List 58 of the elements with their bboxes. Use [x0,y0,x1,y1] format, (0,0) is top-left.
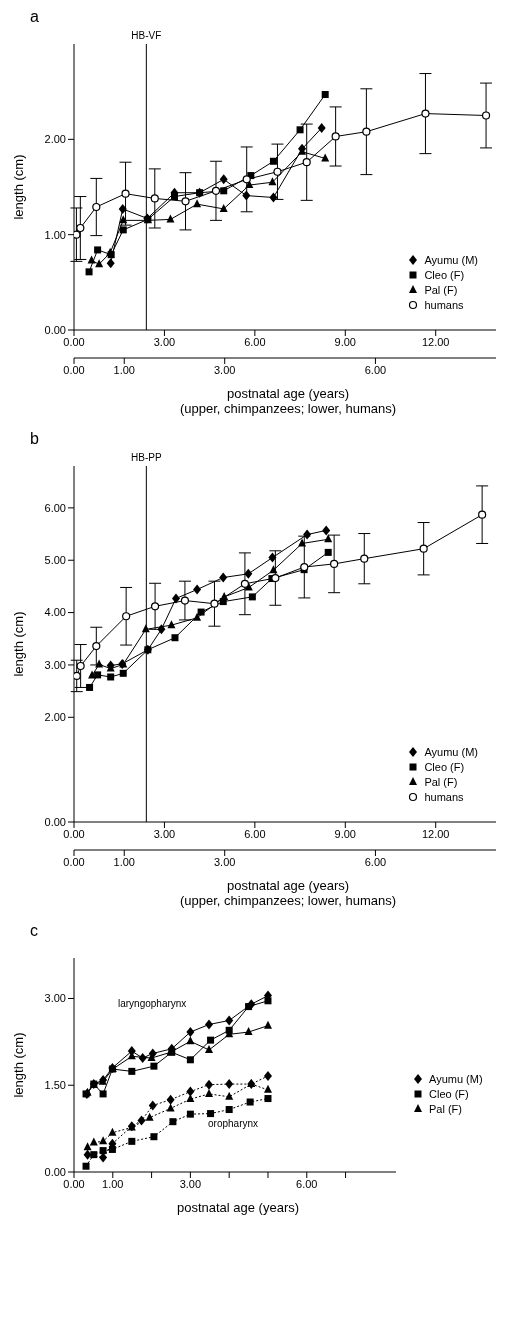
y-tick-label: 2.00 [44,711,66,724]
x2-tick-label: 0.00 [63,855,85,868]
legend-label: humans [424,791,464,803]
y-tick-label: 0.00 [44,323,66,336]
y-axis-title: length (cm) [10,154,26,220]
y-tick-label: 3.00 [44,658,66,671]
x2-tick-label: 3.00 [214,855,236,868]
legend-label: Ayumu (M) [424,254,478,266]
x2-tick-label: 0.00 [63,363,85,376]
legend-label: Ayumu (M) [429,1073,483,1085]
chart-title: a [30,8,40,26]
y-tick-label: 1.50 [44,1079,66,1092]
legend-label: Cleo (F) [424,761,465,773]
x-tick-label: 9.00 [334,335,356,348]
x-tick-label: 0.00 [63,335,85,348]
x-tick-label: 6.00 [244,827,266,840]
x2-tick-label: 6.00 [364,363,387,376]
x-tick-label: 3.00 [153,335,176,348]
x-tick-label: 3.00 [179,1177,202,1190]
chart-title: c [30,922,39,940]
x2-tick-label: 6.00 [364,855,387,868]
y-tick-label: 0.00 [44,815,66,828]
y-axis-title: length (cm) [10,1032,26,1098]
x-tick-label: 3.00 [153,827,176,840]
legend-label: Pal (F) [424,284,458,296]
y-tick-label: 0.00 [44,1165,66,1178]
annotation: laryngopharynx [118,998,187,1009]
y-axis-title: length (cm) [10,611,26,677]
y-tick-label: 2.00 [44,133,66,146]
x2-tick-label: 1.00 [113,363,135,376]
x2-tick-label: 1.00 [113,855,135,868]
x-axis-title: postnatal age (years) (upper, chimpanzees; lower, humans) [178,878,398,908]
x-axis-title: postnatal age (years) [175,1200,301,1215]
ref-line-label: HB-VF [131,30,162,41]
legend-label: humans [424,299,464,311]
x-tick-label: 12.00 [421,827,450,840]
x-axis-title: postnatal age (years) (upper, chimpanzees; lower, humans) [178,386,398,416]
x2-tick-label: 3.00 [214,363,236,376]
legend-label: Pal (F) [424,776,458,788]
annotation: oropharynx [208,1118,259,1129]
legend-label: Cleo (F) [424,269,465,281]
x-tick-label: 6.00 [296,1177,318,1190]
x-tick-label: 0.00 [63,827,85,840]
ref-line-label: HB-PP [131,452,162,463]
chart-title: b [30,430,40,448]
x-tick-label: 9.00 [334,827,356,840]
y-tick-label: 6.00 [44,501,66,514]
legend-label: Pal (F) [429,1103,462,1115]
legend-label: Cleo (F) [429,1088,469,1100]
y-tick-label: 5.00 [44,554,66,567]
y-tick-label: 1.00 [44,228,66,241]
y-tick-label: 4.00 [44,606,66,619]
x-tick-label: 0.00 [63,1177,85,1190]
x-tick-label: 6.00 [244,335,266,348]
x-tick-label: 12.00 [421,335,450,348]
x-tick-label: 1.00 [102,1177,124,1190]
y-tick-label: 3.00 [44,992,66,1005]
legend-label: Ayumu (M) [424,746,478,758]
